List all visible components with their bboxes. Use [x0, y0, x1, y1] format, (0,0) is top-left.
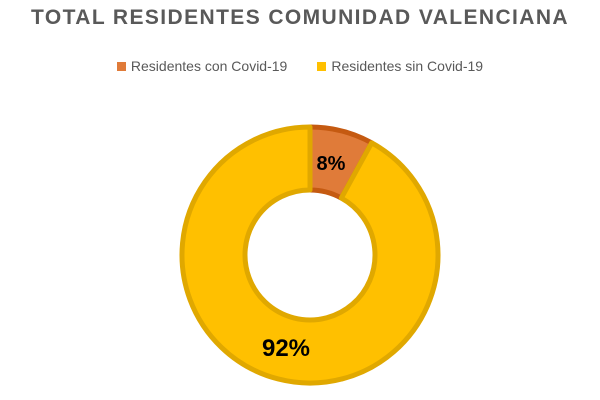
legend-item-sin-covid: Residentes sin Covid-19 [317, 58, 483, 74]
data-label-con-covid: 8% [317, 153, 346, 175]
legend-swatch-sin-covid [317, 61, 327, 71]
legend: Residentes con Covid-19 Residentes sin C… [0, 58, 600, 74]
legend-item-con-covid: Residentes con Covid-19 [116, 58, 288, 74]
chart-title: TOTAL RESIDENTES COMUNIDAD VALENCIANA [31, 6, 569, 29]
legend-label-sin-covid: Residentes sin Covid-19 [331, 58, 484, 74]
data-label-sin-covid: 92% [262, 335, 310, 362]
legend-label-con-covid: Residentes con Covid-19 [130, 58, 288, 74]
legend-swatch-con-covid [116, 61, 126, 71]
donut-slices [179, 124, 441, 386]
donut-slice-sin-covid [179, 124, 441, 386]
